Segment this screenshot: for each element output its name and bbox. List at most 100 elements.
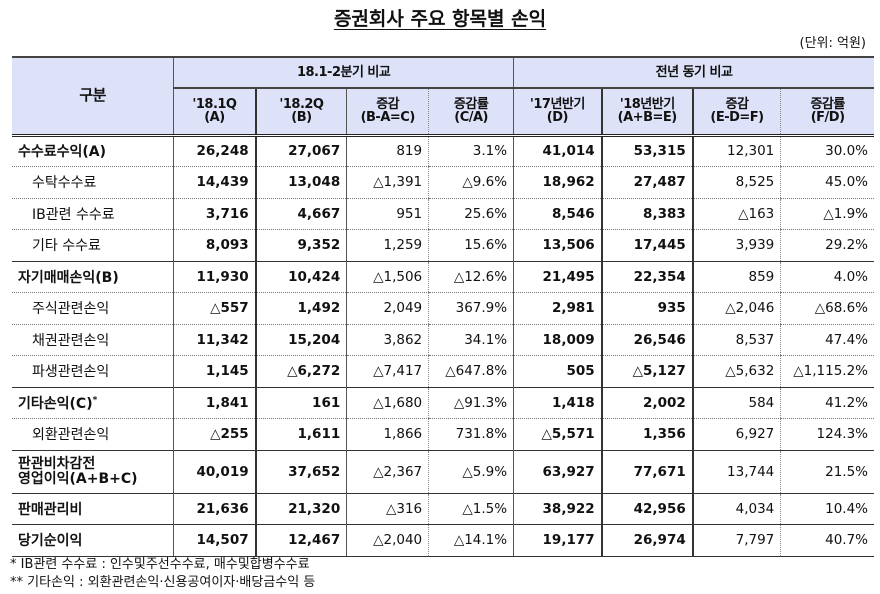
header-col-line2: (A+B=E) [617, 110, 678, 126]
cell-6: 6,927 [691, 418, 781, 451]
cell-2: △316 [346, 492, 429, 525]
table-row: 판관비차감전 영업이익(A+B+C) 40,019 37,652 △2,367 △5.9%… [12, 449, 874, 494]
header-col-7: 증감률 (F/D) [780, 87, 874, 137]
cell-5: 42,956 [600, 492, 693, 525]
row-label-text: 당기순이익 [18, 533, 83, 550]
cell-1: 1,492 [254, 292, 347, 325]
cell-2: 819 [346, 135, 429, 167]
cell-6: 859 [691, 260, 781, 293]
cell-5: 17,445 [600, 229, 693, 262]
cell-1: 1,611 [254, 418, 347, 451]
cell-3: △647.8% [428, 355, 514, 388]
header-col-line2: (F/D) [810, 110, 845, 126]
row-label-text: 파생관련손익 [32, 364, 110, 381]
footnote-other: ** 기타손익 : 외환관련손익·신용공여이자·배당금수익 등 [10, 575, 316, 590]
cell-1: 12,467 [254, 524, 347, 557]
cell-7: 21.5% [780, 449, 874, 494]
cell-7: △1,115.2% [780, 355, 874, 388]
cell-7: 41.2% [780, 386, 874, 419]
header-col-line1: '18년반기 [619, 97, 675, 113]
header-category: 구분 [12, 56, 174, 137]
row-label-text: 주식관련손익 [32, 301, 110, 318]
table-row: 자기매매손익(B) 11,930 10,424 △1,506 △12.6% 21,495 2… [12, 260, 874, 293]
cell-6: 8,525 [691, 166, 781, 199]
row-label-text: 기타 수수료 [32, 238, 101, 255]
cell-7: 40.7% [780, 524, 874, 557]
header-col-line2: (A) [204, 110, 225, 126]
cell-0: 11,342 [173, 324, 256, 356]
cell-6: △5,632 [691, 355, 781, 388]
cell-0: 3,716 [173, 198, 256, 230]
row-label-text: 외환관련손익 [32, 427, 110, 444]
table-row: 채권관련손익 11,342 15,204 3,862 34.1% 18,009 26,546… [12, 324, 874, 356]
cell-3: 25.6% [428, 198, 514, 230]
header-col-line1: 증감률 [810, 97, 845, 113]
cell-5: 2,002 [600, 386, 693, 419]
cell-6: 3,939 [691, 229, 781, 262]
header-group-yoy: 전년 동기 비교 [513, 56, 874, 88]
cell-0: 11,930 [173, 260, 256, 293]
cell-0: 1,841 [173, 386, 256, 419]
cell-0: 8,093 [173, 229, 256, 262]
row-label-line2: 영업이익(A+B+C) [18, 470, 138, 487]
cell-3: △9.6% [428, 166, 514, 199]
cell-2: 1,259 [346, 229, 429, 262]
cell-0: 40,019 [173, 449, 256, 494]
cell-4: 2,981 [513, 292, 602, 325]
row-label: 수수료수익(A) [12, 135, 174, 167]
table-row: 수탁수수료 14,439 13,048 △1,391 △9.6% 18,962 27,487… [12, 166, 874, 199]
cell-4: 8,546 [513, 198, 602, 230]
row-label: 자기매매손익(B) [12, 260, 174, 293]
header-col-5: '18년반기 (A+B=E) [600, 87, 693, 137]
cell-2: △1,506 [346, 260, 429, 293]
cell-2: △7,417 [346, 355, 429, 388]
header-col-line1: 증감 [376, 97, 400, 113]
row-label: 파생관련손익 [12, 355, 174, 388]
table-row: 기타손익(C)* 1,841 161 △1,680 △91.3% 1,418 2,002 58… [12, 386, 874, 419]
row-label: 외환관련손익 [12, 418, 174, 451]
cell-4: 21,495 [513, 260, 602, 293]
cell-4: 41,014 [513, 135, 602, 167]
row-label-text: 자기매매손익(B) [18, 269, 119, 286]
cell-4: 38,922 [513, 492, 602, 525]
cell-7: 10.4% [780, 492, 874, 525]
cell-7: 29.2% [780, 229, 874, 262]
row-label: 당기순이익 [12, 524, 174, 557]
header-col-line2: (B-A=C) [360, 110, 416, 126]
footnotes: * IB관련 수수료 : 인수및주선수수료, 매수및합병수수료 ** 기타손익 … [10, 556, 315, 592]
row-label: IB관련 수수료 [12, 198, 174, 230]
cell-6: 7,797 [691, 524, 781, 557]
cell-2: △2,040 [346, 524, 429, 557]
cell-7: 47.4% [780, 324, 874, 356]
header-col-0: '18.1Q (A) [173, 87, 256, 137]
table-row: 기타 수수료 8,093 9,352 1,259 15.6% 13,506 17,445 3,… [12, 229, 874, 262]
cell-1: 13,048 [254, 166, 347, 199]
page-title: 증권회사 주요 항목별 손익 [0, 4, 880, 31]
cell-2: △2,367 [346, 449, 429, 494]
cell-3: 15.6% [428, 229, 514, 262]
row-label: 주식관련손익 [12, 292, 174, 325]
row-label-line1: 판관비차감전 [18, 455, 96, 472]
cell-0: 14,507 [173, 524, 256, 557]
cell-3: 367.9% [428, 292, 514, 325]
cell-1: 10,424 [254, 260, 347, 293]
cell-1: 37,652 [254, 449, 347, 494]
row-label: 기타손익(C)* [12, 386, 174, 419]
header-col-3: 증감률 (C/A) [428, 87, 514, 137]
row-label: 기타 수수료 [12, 229, 174, 262]
cell-1: 21,320 [254, 492, 347, 525]
cell-0: 1,145 [173, 355, 256, 388]
cell-3: △91.3% [428, 386, 514, 419]
cell-1: △6,272 [254, 355, 347, 388]
cell-6: 12,301 [691, 135, 781, 167]
cell-2: 951 [346, 198, 429, 230]
cell-7: 30.0% [780, 135, 874, 167]
header-col-line1: 증감 [725, 97, 749, 113]
cell-3: △5.9% [428, 449, 514, 494]
row-label: 판관비차감전 영업이익(A+B+C) [12, 449, 174, 494]
cell-4: 18,009 [513, 324, 602, 356]
cell-5: 26,974 [600, 524, 693, 557]
cell-3: 34.1% [428, 324, 514, 356]
cell-7: △68.6% [780, 292, 874, 325]
cell-3: 731.8% [428, 418, 514, 451]
